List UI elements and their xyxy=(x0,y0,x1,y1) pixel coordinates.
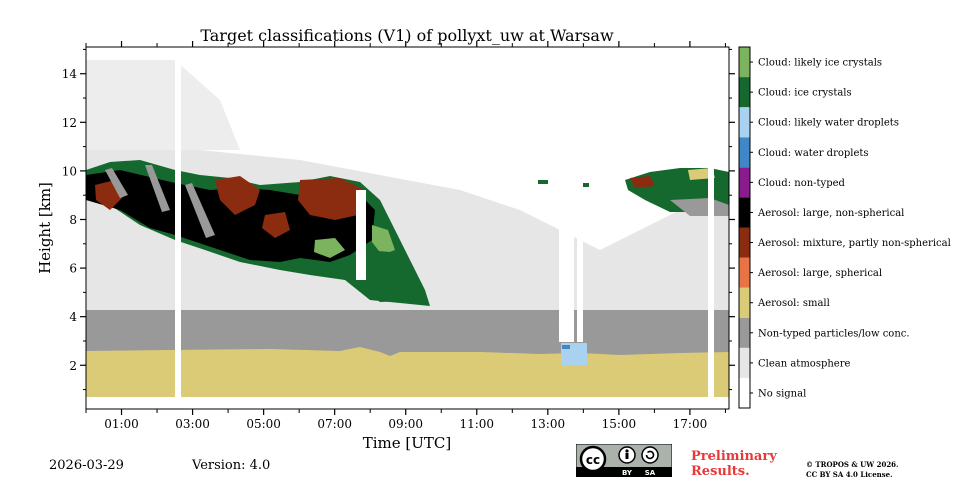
y-tick-label: 10 xyxy=(62,164,77,178)
colorbar-label: Aerosol: mixture, partly non-spherical xyxy=(757,238,951,249)
colorbar-segment xyxy=(739,137,750,168)
region-aerosol-mixture xyxy=(215,176,260,215)
license-line-2: CC BY SA 4.0 License. xyxy=(806,470,893,479)
x-tick-label: 11:00 xyxy=(459,417,494,431)
cc-license-badge: cc BY SA xyxy=(575,443,673,478)
x-tick-label: 15:00 xyxy=(602,417,637,431)
footer-version: Version: 4.0 xyxy=(192,458,271,473)
colorbar-segment xyxy=(739,227,750,258)
chart-title: Target classifications (V1) of pollyxt_u… xyxy=(200,26,614,45)
colorbar-segment xyxy=(739,107,750,138)
region-aerosol-mixture-evening xyxy=(630,176,655,188)
region-aerosol-mixture-2 xyxy=(298,178,365,220)
region-no-signal-bottom xyxy=(86,397,729,409)
preliminary-results-note: Preliminary Results. xyxy=(691,449,777,479)
sa-icon xyxy=(641,446,659,464)
colorbar-segment xyxy=(739,317,750,348)
y-tick-label: 14 xyxy=(62,67,78,81)
colorbar-segment xyxy=(739,197,750,228)
x-tick-label: 07:00 xyxy=(317,417,352,431)
footer-date: 2026-03-29 xyxy=(49,458,124,473)
sa-label: SA xyxy=(645,469,656,477)
region-no-signal-gap-1 xyxy=(175,47,181,409)
x-tick-label: 13:00 xyxy=(531,417,566,431)
y-axis-ticks: 2 4 6 8 10 12 14 xyxy=(62,48,735,391)
x-axis-label: Time [UTC] xyxy=(363,434,452,452)
y-tick-label: 12 xyxy=(62,116,77,130)
colorbar-label: Aerosol: large, spherical xyxy=(757,268,882,279)
y-tick-label: 2 xyxy=(69,359,77,373)
colorbar-segment xyxy=(739,347,750,378)
region-aerosol-mixture-4 xyxy=(262,212,290,238)
region-clean-atmosphere-upper-speckle xyxy=(86,60,240,150)
region-no-signal-gap-5 xyxy=(708,47,714,409)
x-tick-label: 09:00 xyxy=(388,417,423,431)
cc-icon xyxy=(579,445,607,473)
region-small-ice-speck xyxy=(538,180,548,184)
colorbar-label: Clean atmosphere xyxy=(758,358,851,369)
plot-frame xyxy=(85,46,730,410)
region-no-signal-gap-3 xyxy=(559,180,574,342)
colorbar-label: No signal xyxy=(758,388,806,399)
colorbar-label: Aerosol: large, non-spherical xyxy=(757,208,904,219)
y-axis-label: Height [km] xyxy=(36,182,54,274)
colorbar-label: Non-typed particles/low conc. xyxy=(758,328,910,339)
colorbar-label: Cloud: water droplets xyxy=(758,148,869,159)
cc-icon-text: cc xyxy=(586,453,600,467)
region-ice-crystals-lower xyxy=(362,250,425,302)
colorbar-segment xyxy=(739,77,750,108)
license-text: © TROPOS & UW 2026. CC BY SA 4.0 License… xyxy=(806,460,956,480)
colorbar-segment xyxy=(739,287,750,318)
y-tick-label: 8 xyxy=(69,213,77,227)
x-tick-label: 03:00 xyxy=(175,417,210,431)
region-gray-evening xyxy=(670,198,729,216)
region-likely-ice-crystals xyxy=(314,238,345,258)
colorbar-label: Aerosol: small xyxy=(757,298,830,309)
license-line-1: © TROPOS & UW 2026. xyxy=(806,460,899,469)
colorbar-legend: No signal Clean atmosphere Non-typed parti… xyxy=(738,46,951,409)
x-tick-label: 01:00 xyxy=(104,417,139,431)
colorbar-label: Cloud: ice crystals xyxy=(758,88,852,99)
x-tick-label: 17:00 xyxy=(673,417,708,431)
region-gray-streak-2 xyxy=(145,165,170,212)
x-axis-ticks: 01:00 03:00 05:00 07:00 09:00 11:00 13:00 15:00… xyxy=(85,41,726,431)
colorbar-label: Cloud: likely water droplets xyxy=(758,118,899,129)
region-small-ice-speck-2 xyxy=(579,183,589,187)
plot-area xyxy=(86,47,729,409)
colorbar-label: Cloud: non-typed xyxy=(758,178,846,189)
region-no-signal-gap-4 xyxy=(577,180,583,342)
x-tick-label: 05:00 xyxy=(246,417,281,431)
colorbar-frame xyxy=(738,46,751,409)
colorbar-segment xyxy=(739,47,750,78)
colorbar-segment xyxy=(739,167,750,198)
y-tick-label: 4 xyxy=(69,310,77,324)
region-water-droplets xyxy=(562,345,570,349)
colorbar-segment xyxy=(739,257,750,288)
region-no-signal-gap-2 xyxy=(356,190,366,280)
by-label: BY xyxy=(622,469,633,477)
colorbar-segment xyxy=(739,377,750,408)
y-tick-label: 6 xyxy=(69,262,77,276)
region-gray-streak-1 xyxy=(105,168,128,198)
region-gray-streak-3 xyxy=(185,183,215,238)
region-likely-ice-crystals-2 xyxy=(372,225,395,255)
colorbar-label: Cloud: likely ice crystals xyxy=(758,58,882,69)
